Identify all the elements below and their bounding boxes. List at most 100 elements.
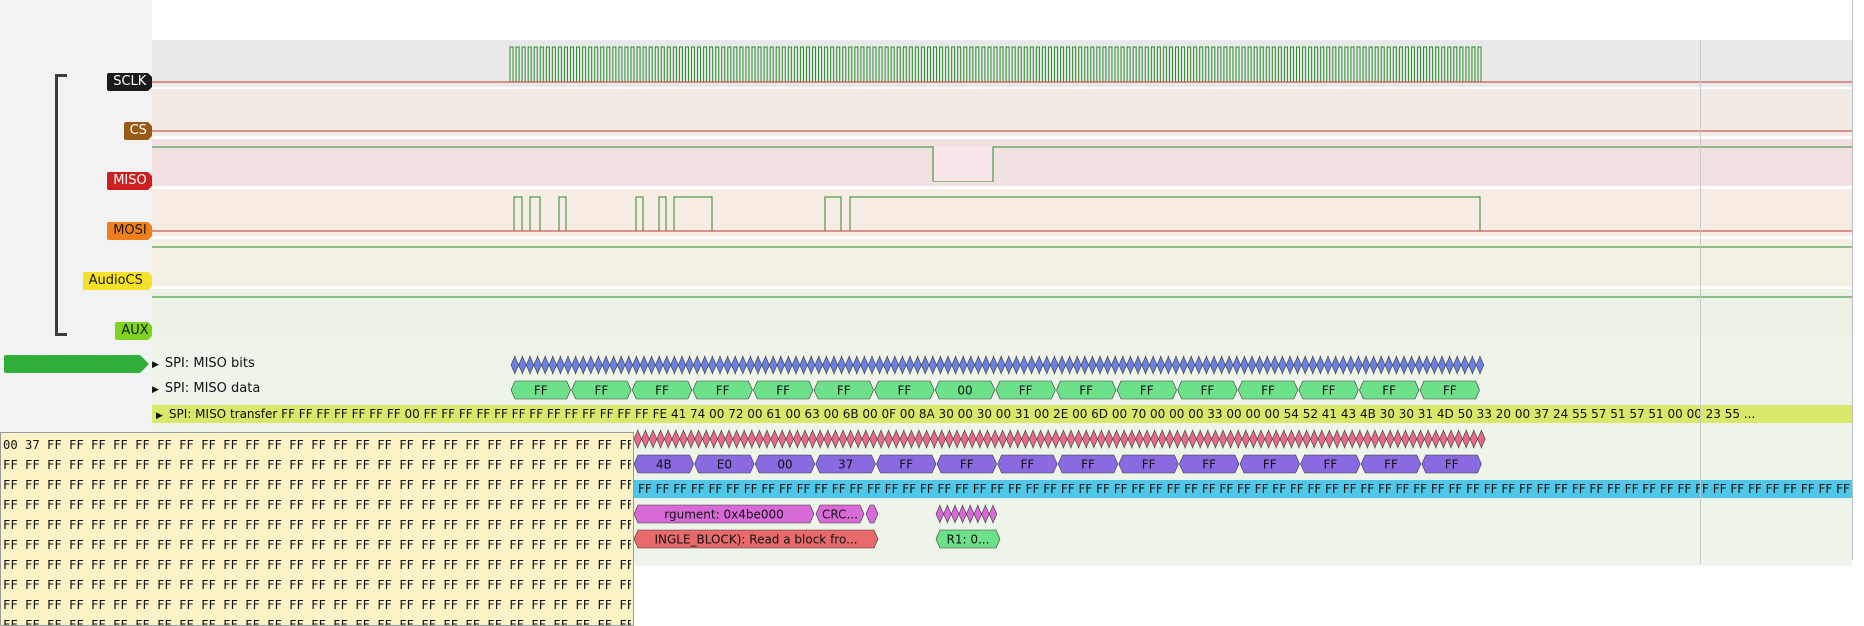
mosi-bit-mark <box>983 429 992 449</box>
decoder-label-sd-card[interactable]: SD card (SPI mode) <box>4 355 150 373</box>
miso-transfer-bar[interactable]: ▶ SPI: MISO transfer FF FF FF FF FF FF FF… <box>152 405 1852 423</box>
mosi-bit-mark <box>1302 429 1311 449</box>
mosi-byte-6-label: FF <box>1020 458 1034 472</box>
mosi-bit-mark <box>1142 429 1152 449</box>
miso-bit-mark <box>883 355 892 375</box>
miso-byte-14-label: FF <box>1382 384 1396 398</box>
mosi-byte-4 <box>876 454 937 474</box>
mosi-bit-mark <box>1165 429 1174 449</box>
mosi-bit-mark <box>1317 429 1326 449</box>
mosi-byte-0-label: 4B <box>656 458 672 472</box>
r1-response-annotation-label: R1: 0... <box>947 533 990 547</box>
channel-label-mosi[interactable]: MOSI <box>107 222 157 240</box>
miso-bit-mark <box>936 355 945 375</box>
mosi-bit-mark <box>740 429 749 449</box>
mosi-bit-mark <box>1234 429 1243 449</box>
mosi-bit-mark <box>709 429 718 449</box>
mosi-bit-mark <box>914 429 924 449</box>
mosi-bit-mark <box>785 429 794 449</box>
expand-triangle-icon[interactable]: ▶ <box>156 411 163 421</box>
crc-annotation-label: CRC... <box>822 508 858 522</box>
row-label-miso-data[interactable]: ▶ SPI: MISO data <box>152 381 261 396</box>
command-annotation-label: INGLE_BLOCK): Read a block fro... <box>654 533 857 547</box>
miso-bit-mark <box>1073 355 1082 375</box>
miso-bit-mark <box>1217 355 1226 375</box>
mosi-bit-mark <box>808 429 817 449</box>
miso-byte-3-label: FF <box>716 384 730 398</box>
miso-byte-6 <box>874 380 935 400</box>
mosi-bit-mark <box>1340 429 1349 449</box>
channel-label-text: SCLK <box>113 74 147 89</box>
miso-bit-mark <box>1316 355 1325 375</box>
miso-bit-mark <box>791 355 801 375</box>
miso-bit-mark <box>1445 355 1454 375</box>
miso-bit-mark <box>974 355 983 375</box>
mosi-bit-mark <box>1074 429 1083 449</box>
argument-annotation-label: rgument: 0x4be000 <box>664 508 783 522</box>
miso-bit-mark <box>928 355 937 375</box>
miso-bit-mark <box>510 355 519 375</box>
miso-bit-mark <box>1437 355 1447 375</box>
mosi-transfer-bar[interactable]: FF FF FF FF FF FF FF FF FF FF FF FF FF F… <box>634 480 1852 498</box>
r1-response-annotation <box>935 529 1001 549</box>
miso-bit-mark <box>647 355 656 375</box>
mosi-bit-mark <box>1044 429 1053 449</box>
mosi-bit-mark <box>1127 429 1136 449</box>
miso-bit-mark <box>533 355 542 375</box>
miso-bit-mark <box>761 355 770 375</box>
miso-bit-mark <box>1141 355 1150 375</box>
miso-bit-mark <box>1339 355 1348 375</box>
miso-bit-mark <box>860 355 869 375</box>
mosi-bit-mark <box>1211 429 1220 449</box>
mosi-bit-mark <box>1386 429 1395 449</box>
mosi-bit-mark <box>854 429 863 449</box>
miso-byte-12 <box>1237 380 1299 400</box>
miso-bit-mark <box>898 355 907 375</box>
mosi-byte-1 <box>694 454 755 474</box>
miso-bit-mark <box>693 355 702 375</box>
mosi-bit-mark <box>1272 429 1281 449</box>
crc-tail-annotation <box>865 504 879 524</box>
miso-byte-4-label: FF <box>776 384 790 398</box>
miso-bit-mark <box>731 355 740 375</box>
miso-bit-mark <box>867 355 877 375</box>
miso-bit-mark <box>1202 355 1211 375</box>
channel-label-sclk[interactable]: SCLK <box>107 73 157 91</box>
channel-label-aux[interactable]: AUX <box>115 322 157 340</box>
response-bit-mark <box>966 504 975 524</box>
miso-bit-mark <box>921 355 930 375</box>
argument-annotation <box>633 504 815 524</box>
mosi-bit-mark <box>656 429 665 449</box>
channel-label-audiocs[interactable]: AudioCS <box>82 272 158 290</box>
mosi-bit-mark <box>1477 429 1486 449</box>
mosi-bit-mark <box>1462 429 1471 449</box>
command-annotation <box>633 529 879 549</box>
mosi-bit-mark <box>1196 429 1205 449</box>
transfer-tooltip: 00 37 FF FF FF FF FF FF FF FF FF FF FF F… <box>0 432 634 626</box>
mosi-bit-mark <box>892 429 901 449</box>
miso-bit-mark <box>753 355 763 375</box>
miso-bit-mark <box>1346 355 1355 375</box>
row-label-miso-bits[interactable]: ▶ SPI: MISO bits <box>152 356 255 371</box>
mosi-bit-mark <box>831 429 840 449</box>
miso-bit-mark <box>708 355 717 375</box>
miso-bit-mark <box>594 355 603 375</box>
response-bit-mark <box>958 504 967 524</box>
expand-triangle-icon[interactable]: ▶ <box>152 360 159 370</box>
mosi-bit-mark <box>1249 429 1258 449</box>
miso-bit-mark <box>822 355 831 375</box>
miso-bit-mark <box>1255 355 1264 375</box>
response-bit-mark <box>935 504 944 524</box>
mosi-bit-mark <box>1264 429 1273 449</box>
miso-bit-mark <box>997 355 1006 375</box>
miso-bit-mark <box>1240 355 1249 375</box>
response-bit-mark <box>988 504 998 524</box>
expand-triangle-icon[interactable]: ▶ <box>152 385 159 395</box>
mosi-bit-mark <box>1082 429 1091 449</box>
channel-label-cs[interactable]: CS <box>123 122 158 140</box>
channel-label-miso[interactable]: MISO <box>107 172 157 190</box>
miso-bit-mark <box>548 355 557 375</box>
mosi-bit-mark <box>1454 429 1463 449</box>
miso-bit-mark <box>959 355 968 375</box>
cursor-marker-line[interactable] <box>1700 40 1701 564</box>
